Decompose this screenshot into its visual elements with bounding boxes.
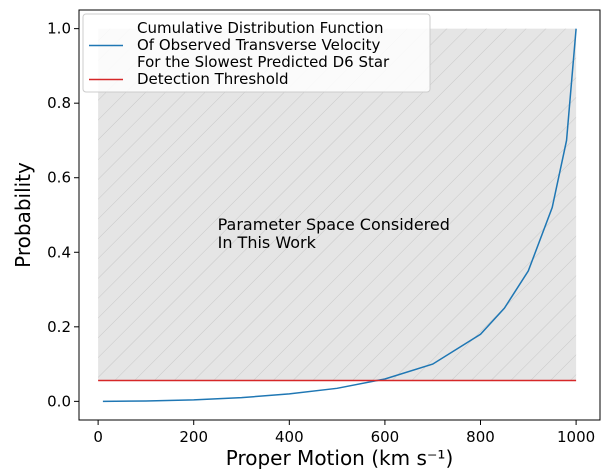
x-tick-label: 200 xyxy=(179,428,208,446)
x-tick-label: 600 xyxy=(371,428,400,446)
y-tick-label: 0.2 xyxy=(47,318,71,336)
axes-frame xyxy=(78,9,601,421)
x-tick-label: 1000 xyxy=(557,428,595,446)
x-axis-label: Proper Motion (km s⁻¹) xyxy=(226,446,454,469)
y-axis-label: Probability xyxy=(11,162,35,268)
x-tick-label: 800 xyxy=(466,428,495,446)
y-tick-label: 0.6 xyxy=(47,169,71,187)
annotation: Parameter Space Considered In This Work xyxy=(218,215,450,252)
legend-label: Cumulative Distribution Function Of Obser… xyxy=(137,19,390,71)
y-tick-label: 0.0 xyxy=(47,392,71,410)
x-tick-label: 0 xyxy=(93,428,103,446)
legend-label: Detection Threshold xyxy=(137,70,289,88)
x-tick-label: 400 xyxy=(275,428,304,446)
legend-box xyxy=(82,13,431,93)
legend: Cumulative Distribution Function Of Obser… xyxy=(82,13,431,93)
line-series xyxy=(102,28,577,403)
y-tick-label: 0.4 xyxy=(47,243,71,261)
y-tick-label: 0.8 xyxy=(47,94,71,112)
y-tick-label: 1.0 xyxy=(47,20,71,38)
